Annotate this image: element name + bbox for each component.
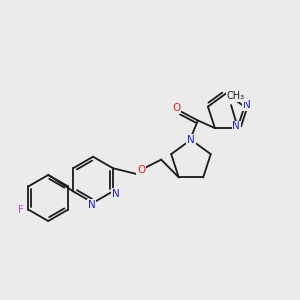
- Text: F: F: [18, 205, 24, 214]
- Text: N: N: [112, 188, 119, 199]
- Text: O: O: [172, 103, 180, 113]
- Text: CH₃: CH₃: [227, 91, 245, 101]
- Text: N: N: [243, 100, 251, 110]
- Text: N: N: [88, 200, 95, 210]
- Text: O: O: [137, 165, 145, 175]
- Text: N: N: [187, 135, 195, 145]
- Text: N: N: [232, 122, 240, 131]
